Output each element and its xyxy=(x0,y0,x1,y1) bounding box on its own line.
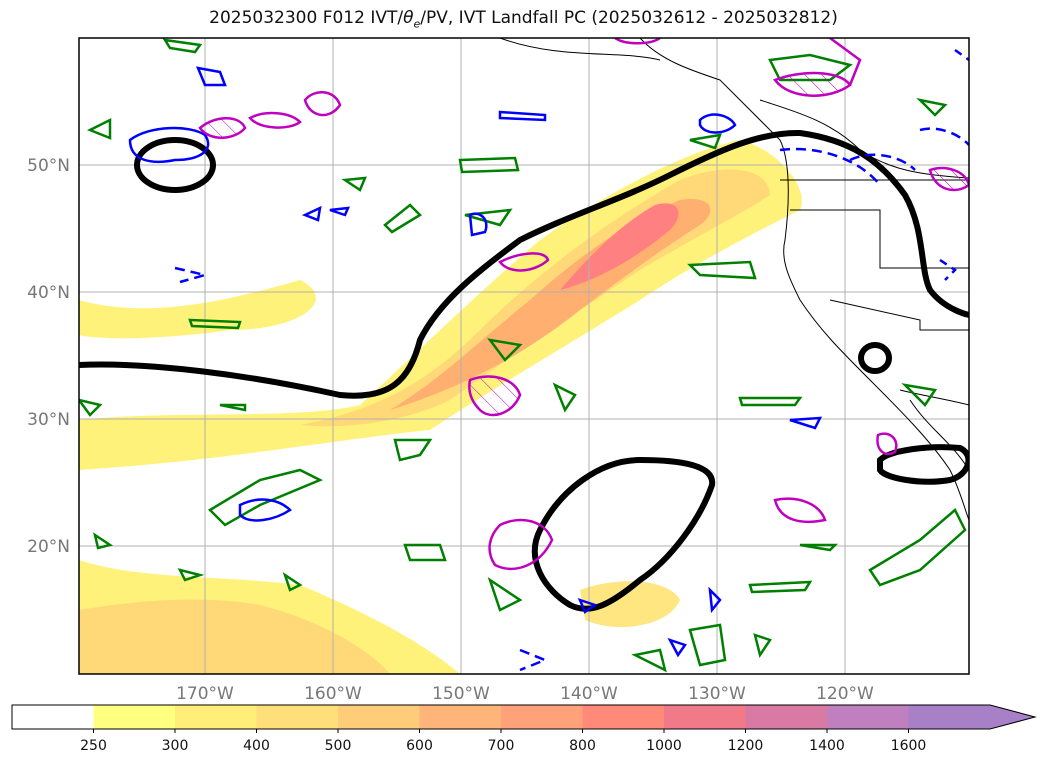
colorbar-segment xyxy=(419,705,502,729)
colorbar-outline xyxy=(11,704,1037,730)
colorbar-label: 250 xyxy=(80,738,107,754)
colorbar-label: 1400 xyxy=(809,738,845,754)
colorbar-label: 700 xyxy=(488,738,515,754)
lon-label: 160°W xyxy=(304,684,362,704)
lon-label: 170°W xyxy=(176,684,234,704)
title-subscript: e xyxy=(413,17,421,31)
lon-label: 140°W xyxy=(560,684,618,704)
lat-tick-labels: 50°N 40°N 30°N 20°N xyxy=(27,156,70,557)
landfall-pc-contours xyxy=(79,129,969,612)
pc-closed-south xyxy=(531,456,716,612)
pc-main-contour xyxy=(79,129,969,399)
colorbar-segment xyxy=(582,705,665,729)
title-prefix: 2025032300 F012 IVT/ xyxy=(209,8,404,28)
lat-label: 20°N xyxy=(27,537,70,557)
ivt-se-patch xyxy=(580,581,680,628)
colorbar-segment xyxy=(664,705,746,729)
colorbar: 250 300 400 500 600 700 800 1000 1200 1400 1600 xyxy=(11,704,1037,754)
ivt-west-patch xyxy=(79,280,316,339)
colorbar-segment xyxy=(338,705,420,729)
theta-e-contours xyxy=(79,38,967,673)
map-title: 2025032300 F012 IVT/θe/PV, IVT Landfall … xyxy=(0,8,1047,30)
colorbar-segment xyxy=(12,705,94,729)
colorbar-segment xyxy=(745,705,828,729)
title-theta: θ xyxy=(403,8,414,28)
colorbar-segment xyxy=(175,705,257,729)
ivt-south-band-inner xyxy=(79,599,390,674)
pc-ring-north xyxy=(134,137,216,193)
map-plot-area xyxy=(79,38,969,674)
lon-label: 150°W xyxy=(432,684,490,704)
colorbar-segment xyxy=(827,705,909,729)
title-suffix: /PV, IVT Landfall PC (2025032612 - 20250… xyxy=(420,8,838,28)
pc-ring-east xyxy=(877,444,969,485)
colorbar-label: 1600 xyxy=(891,738,927,754)
lat-label: 40°N xyxy=(27,283,70,303)
lat-label: 50°N xyxy=(27,156,70,176)
lon-label: 120°W xyxy=(816,684,874,704)
colorbar-segment xyxy=(256,705,339,729)
lon-tick-labels: 170°W 160°W 150°W 140°W 130°W 120°W xyxy=(176,684,874,704)
pv-contours-blue xyxy=(128,48,969,672)
colorbar-extend-arrow xyxy=(908,705,1035,729)
colorbar-segment xyxy=(93,705,176,729)
pc-ring-baja xyxy=(858,342,892,374)
colorbar-label: 1000 xyxy=(646,738,682,754)
colorbar-label: 300 xyxy=(162,738,189,754)
colorbar-label: 1200 xyxy=(728,738,764,754)
lat-label: 30°N xyxy=(27,410,70,430)
ivt-filled-contours xyxy=(79,140,802,674)
lon-label: 130°W xyxy=(688,684,746,704)
colorbar-label: 600 xyxy=(406,738,433,754)
colorbar-label: 400 xyxy=(243,738,270,754)
colorbar-label: 500 xyxy=(325,738,352,754)
pv-contours-magenta xyxy=(198,38,969,571)
ivt-band-800 xyxy=(560,203,679,290)
colorbar-segment xyxy=(501,705,583,729)
map-frame xyxy=(78,37,970,675)
colorbar-label: 800 xyxy=(569,738,596,754)
